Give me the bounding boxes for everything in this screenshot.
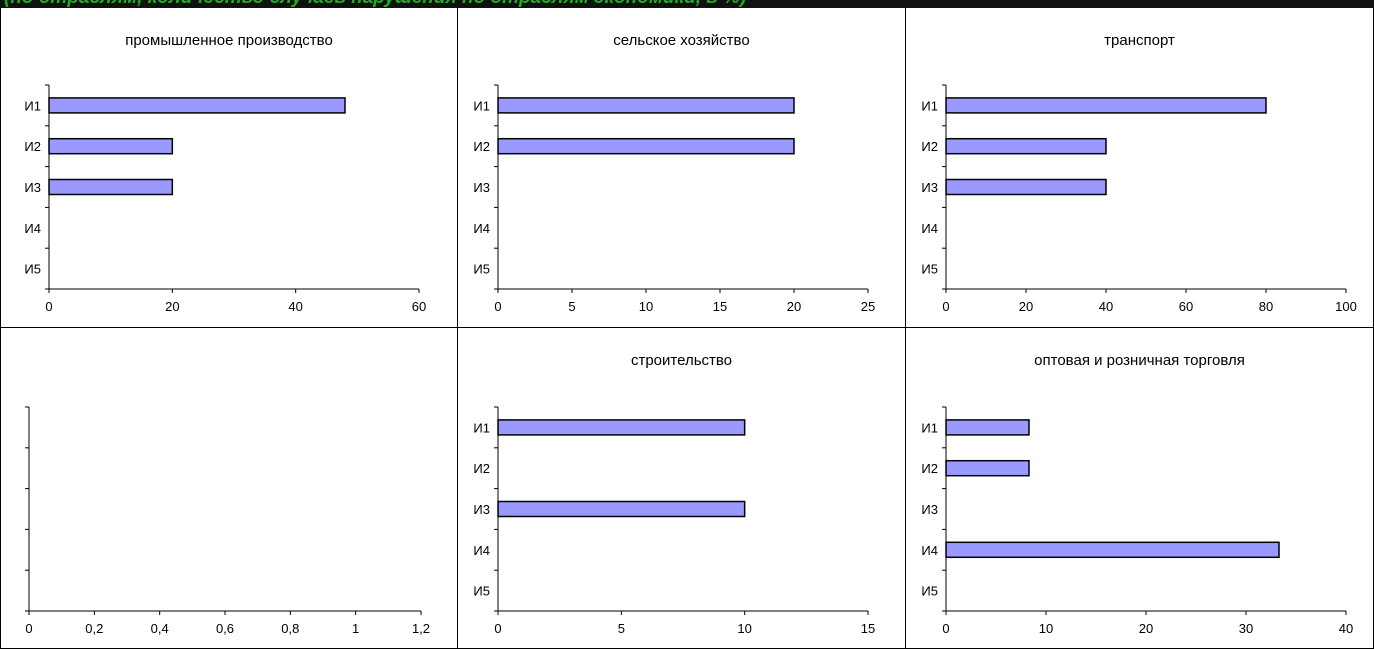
x-tick-label: 0 (45, 299, 52, 314)
category-label: И4 (473, 543, 490, 558)
chart-title: транспорт (1104, 32, 1175, 49)
category-label: И5 (921, 262, 938, 277)
x-tick-label: 20 (1139, 621, 1153, 636)
bar (945, 419, 1030, 436)
chart-title: строительство (630, 352, 733, 369)
chart-title: сельское хозяйство (613, 32, 750, 49)
chart-plot: И1 И2 И3 И4 И5 0 20 40 60 (24, 84, 426, 314)
x-tick-label: 20 (165, 299, 179, 314)
x-tick-label: 0 (494, 299, 501, 314)
category-label: И3 (921, 180, 938, 195)
category-label: И5 (921, 584, 938, 599)
bar (48, 97, 346, 114)
x-tick-label: 60 (412, 299, 426, 314)
x-tick-label: 0 (25, 621, 32, 636)
x-tick-label: 20 (787, 299, 801, 314)
bar (497, 97, 795, 114)
banner-text: (по отраслям, количество случаев нарушен… (4, 0, 746, 8)
x-tick-label: 0,2 (85, 621, 103, 636)
top-banner: (по отраслям, количество случаев нарушен… (0, 0, 1374, 8)
bar (497, 500, 746, 518)
x-tick-label: 0,8 (281, 621, 299, 636)
x-tick-label: 25 (861, 299, 875, 314)
category-label: И1 (921, 420, 938, 435)
category-label: И3 (473, 502, 490, 517)
bar (945, 137, 1107, 155)
chart-panel: оптовая и розничная торговля И1 И2 И3 И4 И5 0 1… (906, 328, 1374, 649)
category-label: И5 (473, 262, 490, 277)
chart-panel: 0 0,2 0,4 0,6 0,8 1 1,2 (0, 328, 458, 649)
x-tick-label: 15 (861, 621, 875, 636)
category-label: И2 (473, 139, 490, 154)
x-tick-label: 5 (618, 621, 625, 636)
x-tick-label: 0 (942, 621, 949, 636)
x-tick-label: 40 (1099, 299, 1113, 314)
chart-plot: И1 И2 И3 И4 И5 0 5 10 15 (473, 406, 875, 636)
chart-plot: И1 И2 И3 И4 И5 0 5 10 15 20 25 (473, 84, 875, 314)
category-label: И3 (921, 502, 938, 517)
category-label: И4 (921, 543, 938, 558)
x-tick-label: 10 (737, 621, 751, 636)
chart-panel: строительство И1 И2 И3 И4 И5 0 5 10 15 (458, 328, 906, 649)
x-tick-label: 80 (1259, 299, 1273, 314)
chart-title: оптовая и розничная торговля (1034, 352, 1245, 369)
bar (945, 178, 1107, 196)
x-tick-label: 0,4 (151, 621, 169, 636)
chart-title: промышленное производство (125, 32, 333, 49)
category-label: И3 (24, 180, 41, 195)
bar (945, 541, 1280, 559)
x-tick-label: 5 (568, 299, 575, 314)
chart-plot: 0 0,2 0,4 0,6 0,8 1 1,2 (25, 406, 430, 636)
category-label: И1 (473, 420, 490, 435)
category-label: И2 (24, 139, 41, 154)
x-tick-label: 60 (1179, 299, 1193, 314)
category-label: И4 (921, 221, 938, 236)
category-label: И1 (24, 98, 41, 113)
x-tick-label: 100 (1335, 299, 1357, 314)
x-tick-label: 10 (639, 299, 653, 314)
x-tick-label: 15 (713, 299, 727, 314)
bar (48, 137, 174, 155)
chart-plot: И1 И2 И3 И4 И5 0 10 20 30 40 (921, 406, 1353, 636)
category-label: И5 (24, 262, 41, 277)
category-label: И2 (921, 461, 938, 476)
bar (48, 178, 174, 196)
x-tick-label: 40 (288, 299, 302, 314)
x-tick-label: 1,2 (412, 621, 430, 636)
x-tick-label: 0 (494, 621, 501, 636)
bar (945, 459, 1030, 477)
bar (497, 419, 746, 436)
category-label: И5 (473, 584, 490, 599)
category-label: И3 (473, 180, 490, 195)
x-tick-label: 30 (1239, 621, 1253, 636)
bar (497, 137, 795, 155)
chart-panel: транспорт И1 И2 И3 И4 И5 0 20 40 60 80 100 (906, 8, 1374, 328)
x-tick-label: 40 (1339, 621, 1353, 636)
category-label: И2 (921, 139, 938, 154)
category-label: И4 (473, 221, 490, 236)
bar (945, 97, 1267, 114)
x-tick-label: 20 (1019, 299, 1033, 314)
chart-panel: промышленное производство И1 И2 И3 И4 И5 0 20 40… (0, 8, 458, 328)
x-tick-label: 10 (1039, 621, 1053, 636)
x-tick-label: 0,6 (216, 621, 234, 636)
chart-plot: И1 И2 И3 И4 И5 0 20 40 60 80 100 (921, 84, 1357, 314)
category-label: И2 (473, 461, 490, 476)
x-tick-label: 1 (352, 621, 359, 636)
category-label: И1 (921, 98, 938, 113)
x-tick-label: 0 (942, 299, 949, 314)
category-label: И1 (473, 98, 490, 113)
chart-panel: сельское хозяйство И1 И2 И3 И4 И5 0 5 10 15 20 25 (458, 8, 906, 328)
category-label: И4 (24, 221, 41, 236)
